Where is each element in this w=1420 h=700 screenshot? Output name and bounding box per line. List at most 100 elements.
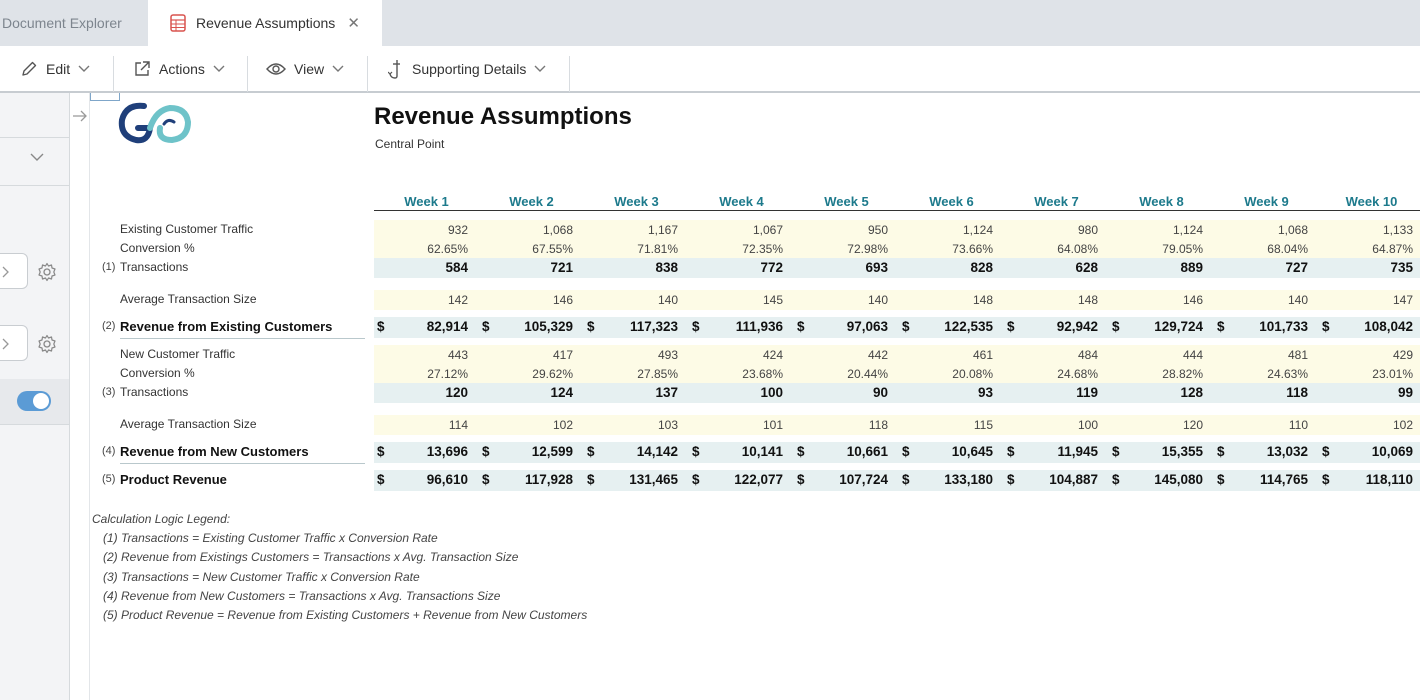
grid-cell[interactable]: 481: [1287, 348, 1308, 362]
grid-cell[interactable]: 429: [1392, 348, 1413, 362]
grid-cell[interactable]: 118: [868, 418, 888, 432]
parameter-input[interactable]: [0, 253, 28, 289]
grid-cell[interactable]: 12,599: [531, 444, 573, 459]
close-icon[interactable]: ✕: [347, 15, 360, 32]
gear-icon[interactable]: [37, 262, 57, 282]
grid-cell[interactable]: 727: [1285, 260, 1308, 275]
grid-cell[interactable]: 148: [1077, 293, 1098, 307]
grid-cell[interactable]: 71.81%: [637, 242, 678, 256]
grid-cell[interactable]: 108,042: [1364, 319, 1413, 334]
grid-cell[interactable]: 1,068: [542, 223, 573, 237]
grid-cell[interactable]: 628: [1075, 260, 1098, 275]
grid-cell[interactable]: 117,323: [629, 319, 678, 334]
grid-cell[interactable]: 145: [762, 293, 783, 307]
grid-cell[interactable]: 115: [973, 418, 993, 432]
grid-cell[interactable]: 122,077: [734, 472, 783, 487]
grid-cell[interactable]: 23.68%: [742, 367, 783, 381]
grid-cell[interactable]: 735: [1390, 260, 1413, 275]
grid-cell[interactable]: 721: [550, 260, 573, 275]
grid-cell[interactable]: 114,765: [1259, 472, 1308, 487]
actions-button[interactable]: Actions: [133, 46, 225, 91]
grid-cell[interactable]: 114: [448, 418, 468, 432]
grid-cell[interactable]: 10,661: [846, 444, 888, 459]
grid-cell[interactable]: 118,110: [1365, 472, 1413, 487]
grid-cell[interactable]: 1,067: [752, 223, 783, 237]
grid-cell[interactable]: 118: [1286, 385, 1308, 400]
grid-cell[interactable]: 145,080: [1154, 472, 1203, 487]
grid-cell[interactable]: 96,610: [426, 472, 468, 487]
grid-cell[interactable]: 461: [972, 348, 993, 362]
grid-cell[interactable]: 82,914: [426, 319, 468, 334]
grid-cell[interactable]: 27.12%: [427, 367, 468, 381]
grid-cell[interactable]: 102: [1392, 418, 1413, 432]
grid-cell[interactable]: 838: [655, 260, 678, 275]
grid-cell[interactable]: 72.98%: [847, 242, 888, 256]
grid-cell[interactable]: 28.82%: [1162, 367, 1203, 381]
grid-cell[interactable]: 23.01%: [1372, 367, 1413, 381]
grid-cell[interactable]: 1,167: [647, 223, 678, 237]
grid-cell[interactable]: 101,733: [1259, 319, 1308, 334]
grid-cell[interactable]: 100: [760, 385, 783, 400]
grid-cell[interactable]: 24.68%: [1057, 367, 1098, 381]
grid-cell[interactable]: 111,936: [735, 319, 783, 334]
grid-cell[interactable]: 117,928: [524, 472, 573, 487]
grid-cell[interactable]: 104,887: [1049, 472, 1098, 487]
tab-document-explorer[interactable]: Document Explorer: [0, 0, 146, 46]
grid-cell[interactable]: 493: [657, 348, 678, 362]
grid-cell[interactable]: 443: [447, 348, 468, 362]
grid-cell[interactable]: 140: [657, 293, 678, 307]
grid-cell[interactable]: 124: [550, 385, 573, 400]
grid-cell[interactable]: 772: [760, 260, 783, 275]
view-button[interactable]: View: [266, 46, 344, 91]
grid-cell[interactable]: 146: [552, 293, 573, 307]
grid-cell[interactable]: 693: [865, 260, 888, 275]
grid-cell[interactable]: 828: [970, 260, 993, 275]
grid-cell[interactable]: 1,124: [962, 223, 993, 237]
grid-cell[interactable]: 980: [1077, 223, 1098, 237]
grid-cell[interactable]: 101: [762, 418, 783, 432]
grid-cell[interactable]: 20.08%: [952, 367, 993, 381]
grid-cell[interactable]: 10,069: [1371, 444, 1413, 459]
grid-cell[interactable]: 72.35%: [742, 242, 783, 256]
grid-cell[interactable]: 889: [1180, 260, 1203, 275]
grid-cell[interactable]: 103: [657, 418, 678, 432]
grid-cell[interactable]: 1,133: [1382, 223, 1413, 237]
grid-cell[interactable]: 484: [1077, 348, 1098, 362]
grid-cell[interactable]: 107,724: [839, 472, 888, 487]
grid-cell[interactable]: 584: [445, 260, 468, 275]
grid-cell[interactable]: 24.63%: [1267, 367, 1308, 381]
grid-cell[interactable]: 97,063: [846, 319, 888, 334]
grid-cell[interactable]: 417: [552, 348, 573, 362]
grid-cell[interactable]: 105,329: [524, 319, 573, 334]
grid-cell[interactable]: 131,465: [629, 472, 678, 487]
grid-cell[interactable]: 64.08%: [1057, 242, 1098, 256]
grid-cell[interactable]: 13,032: [1266, 444, 1308, 459]
grid-cell[interactable]: 140: [1287, 293, 1308, 307]
grid-cell[interactable]: 13,696: [426, 444, 468, 459]
grid-cell[interactable]: 93: [977, 385, 993, 400]
grid-cell[interactable]: 29.62%: [532, 367, 573, 381]
arrow-right-icon[interactable]: [72, 109, 88, 123]
grid-cell[interactable]: 128: [1180, 385, 1203, 400]
grid-cell[interactable]: 10,141: [741, 444, 783, 459]
grid-cell[interactable]: 100: [1077, 418, 1098, 432]
grid-cell[interactable]: 27.85%: [637, 367, 678, 381]
grid-cell[interactable]: 67.55%: [532, 242, 573, 256]
grid-cell[interactable]: 15,355: [1161, 444, 1203, 459]
grid-cell[interactable]: 1,068: [1277, 223, 1308, 237]
parameter-input[interactable]: [0, 325, 28, 361]
grid-cell[interactable]: 120: [1182, 418, 1203, 432]
grid-cell[interactable]: 110: [1288, 418, 1308, 432]
grid-cell[interactable]: 10,645: [951, 444, 993, 459]
grid-cell[interactable]: 64.87%: [1372, 242, 1413, 256]
grid-cell[interactable]: 424: [762, 348, 783, 362]
supporting-details-button[interactable]: Supporting Details: [388, 46, 546, 91]
gear-icon[interactable]: [37, 334, 57, 354]
grid-cell[interactable]: 950: [867, 223, 888, 237]
grid-cell[interactable]: 14,142: [636, 444, 678, 459]
grid-cell[interactable]: 129,724: [1154, 319, 1203, 334]
grid-cell[interactable]: 122,535: [944, 319, 993, 334]
grid-cell[interactable]: 119: [1076, 385, 1098, 400]
tab-revenue-assumptions[interactable]: Revenue Assumptions ✕: [148, 0, 382, 46]
grid-cell[interactable]: 79.05%: [1162, 242, 1203, 256]
